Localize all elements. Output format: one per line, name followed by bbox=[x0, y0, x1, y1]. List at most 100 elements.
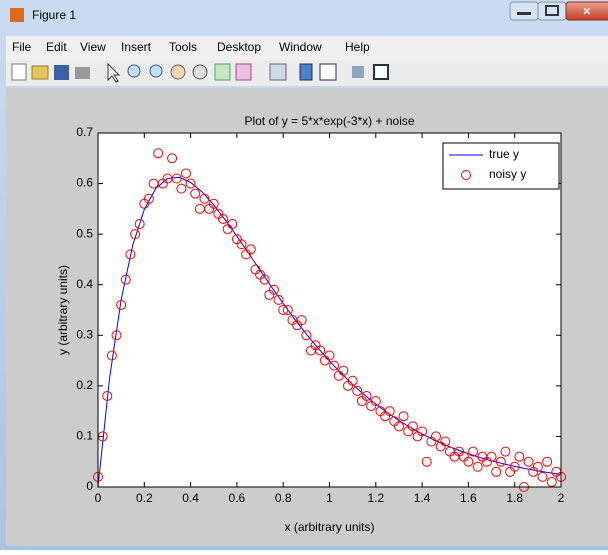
data-point bbox=[463, 456, 474, 467]
datacursor-icon[interactable] bbox=[214, 63, 231, 81]
zoom-in-icon[interactable] bbox=[127, 64, 141, 78]
data-point bbox=[278, 305, 289, 315]
x-tick-label: 2 bbox=[558, 491, 565, 505]
pan-icon[interactable] bbox=[170, 64, 186, 80]
menu-item[interactable]: Insert bbox=[121, 40, 152, 54]
legend-icon[interactable] bbox=[319, 63, 337, 81]
data-point bbox=[315, 345, 326, 356]
data-point bbox=[491, 466, 502, 477]
data-point bbox=[440, 436, 451, 447]
legend-marker bbox=[461, 170, 471, 180]
data-point bbox=[130, 229, 141, 240]
data-point bbox=[236, 239, 247, 250]
close-icon: × bbox=[583, 3, 591, 18]
data-point bbox=[370, 396, 381, 407]
data-point bbox=[153, 148, 164, 159]
data-point bbox=[542, 456, 553, 467]
y-tick-label: 0.3 bbox=[76, 327, 93, 341]
x-tick-label: 0.2 bbox=[136, 491, 153, 505]
data-point bbox=[407, 421, 418, 432]
plot-area bbox=[98, 133, 561, 487]
x-tick-label: 1.8 bbox=[506, 491, 523, 505]
save-icon[interactable] bbox=[54, 65, 69, 80]
data-point bbox=[398, 411, 409, 422]
y-tick-label: 0 bbox=[86, 479, 93, 493]
data-point bbox=[190, 188, 201, 199]
data-point bbox=[180, 168, 191, 179]
menu-item[interactable]: File bbox=[12, 40, 32, 54]
menu-item[interactable]: Tools bbox=[169, 40, 197, 54]
data-point bbox=[167, 153, 178, 164]
x-tick-label: 0.4 bbox=[182, 491, 199, 505]
x-tick-label: 1.2 bbox=[367, 491, 384, 505]
data-point bbox=[468, 446, 479, 457]
data-point bbox=[384, 406, 395, 417]
colorbar-icon[interactable] bbox=[299, 63, 313, 81]
data-point bbox=[509, 461, 520, 472]
print-icon[interactable] bbox=[75, 67, 90, 79]
data-point bbox=[546, 476, 557, 487]
link-icon[interactable] bbox=[269, 63, 287, 81]
x-axis-label: x (arbitrary units) bbox=[284, 520, 374, 534]
data-point bbox=[134, 219, 145, 230]
data-point bbox=[125, 249, 136, 260]
x-tick-label: 1 bbox=[326, 491, 333, 505]
x-tick-label: 0 bbox=[95, 491, 102, 505]
show-tools-icon[interactable] bbox=[373, 64, 389, 80]
data-point bbox=[268, 284, 279, 295]
data-point bbox=[417, 426, 428, 437]
data-point bbox=[523, 456, 534, 467]
brush-icon[interactable] bbox=[235, 63, 252, 81]
data-point bbox=[106, 350, 117, 361]
data-point bbox=[120, 274, 131, 285]
data-point bbox=[208, 198, 219, 209]
menu-item[interactable]: Edit bbox=[46, 40, 67, 54]
y-axis-label: y (arbitrary units) bbox=[56, 265, 70, 355]
pointer-icon[interactable] bbox=[107, 62, 121, 83]
app-icon bbox=[10, 8, 24, 22]
new-icon[interactable] bbox=[11, 63, 27, 81]
hide-tools-icon[interactable] bbox=[352, 66, 364, 78]
rotate-icon[interactable] bbox=[192, 64, 208, 80]
y-tick-label: 0.1 bbox=[76, 429, 93, 443]
y-tick-label: 0.7 bbox=[76, 125, 93, 139]
close-button[interactable] bbox=[565, 1, 608, 21]
data-point bbox=[514, 451, 525, 462]
data-point bbox=[352, 385, 363, 396]
x-tick-label: 0.8 bbox=[275, 491, 292, 505]
zoom-out-icon[interactable] bbox=[149, 64, 163, 78]
y-tick-label: 0.6 bbox=[76, 176, 93, 190]
data-point bbox=[227, 219, 238, 230]
axes-box bbox=[97, 132, 562, 488]
data-point bbox=[500, 446, 511, 457]
legend-box bbox=[442, 142, 560, 190]
minimize-icon bbox=[517, 12, 531, 15]
data-point bbox=[537, 471, 548, 482]
menu-item[interactable]: View bbox=[80, 40, 106, 54]
data-point bbox=[532, 461, 543, 472]
menu-item[interactable]: Desktop bbox=[217, 40, 261, 54]
y-tick-label: 0.4 bbox=[76, 277, 93, 291]
menu-item[interactable]: Window bbox=[279, 40, 322, 54]
window-title: Figure 1 bbox=[32, 8, 76, 22]
legend-label: noisy y bbox=[489, 167, 526, 181]
x-tick-label: 1.6 bbox=[460, 491, 477, 505]
data-point bbox=[245, 244, 256, 255]
data-point bbox=[273, 294, 284, 305]
data-point bbox=[296, 315, 307, 326]
minimize-button[interactable] bbox=[509, 1, 539, 21]
y-tick-label: 0.5 bbox=[76, 226, 93, 240]
menu-bar bbox=[6, 36, 608, 60]
data-point bbox=[218, 213, 229, 224]
data-point bbox=[116, 299, 127, 310]
data-point bbox=[143, 193, 154, 204]
data-point bbox=[361, 390, 372, 401]
data-point bbox=[171, 173, 182, 184]
menu-item[interactable]: Help bbox=[345, 40, 370, 54]
data-point bbox=[199, 193, 210, 204]
data-point bbox=[430, 431, 441, 442]
open-icon[interactable] bbox=[31, 65, 49, 80]
maximize-button[interactable] bbox=[537, 1, 567, 21]
data-point bbox=[259, 274, 270, 285]
